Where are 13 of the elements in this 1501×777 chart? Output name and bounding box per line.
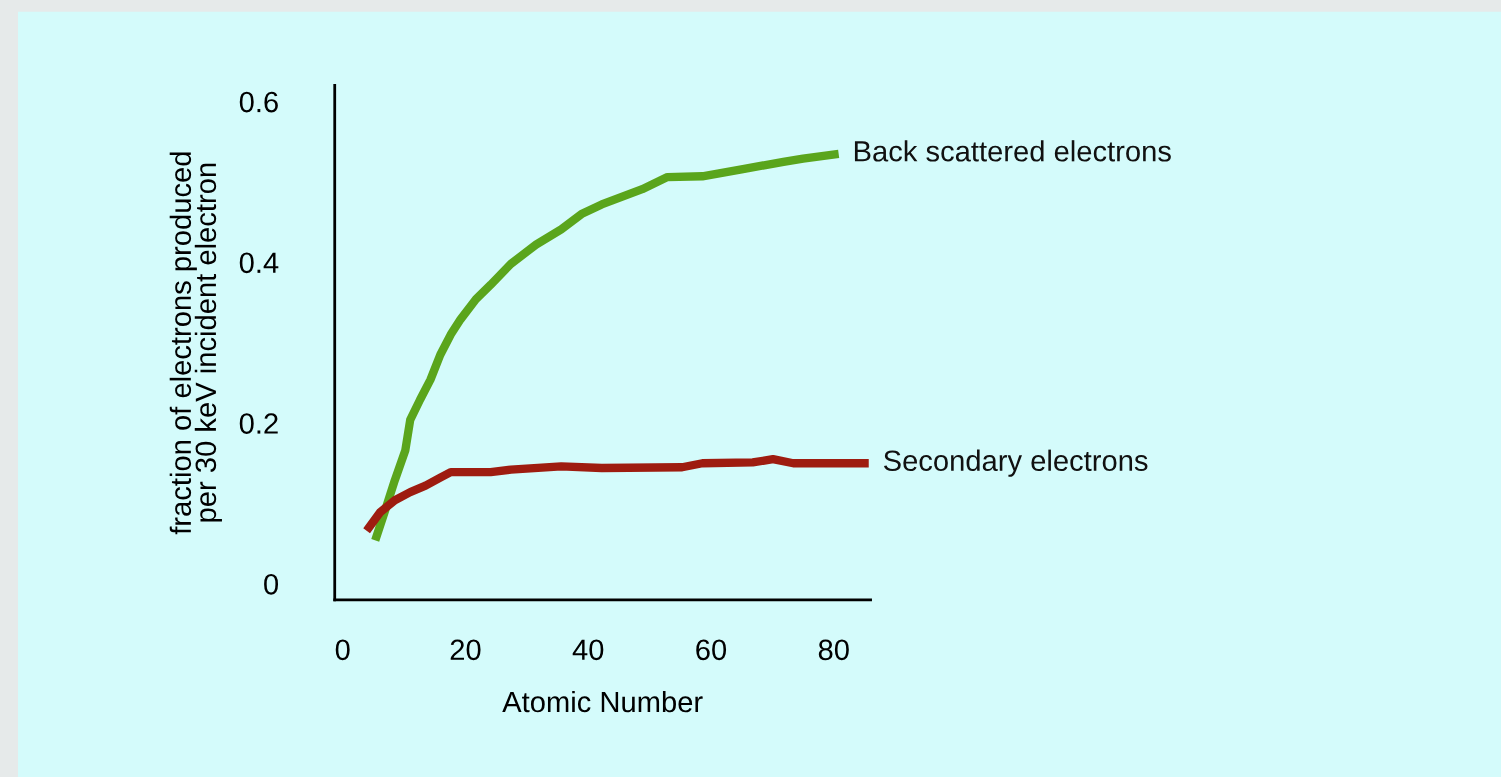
x-tick-label: 40 [572,639,604,661]
y-tick-label: 0.6 [239,91,278,113]
x-tick-label: 80 [818,639,849,661]
x-tick-label: 0 [335,639,350,661]
y-tick-label: 0.2 [239,413,278,434]
series-label: Secondary electrons [883,449,1148,477]
x-tick-label: 60 [696,639,727,661]
x-axis-title: Atomic Number [502,690,703,713]
y-tick-label: 0 [264,573,279,595]
y-axis-title: fraction of electrons produced per 30 keV incident electron [169,152,222,535]
y-tick-label: 0.4 [239,252,279,274]
x-tick-label: 20 [450,639,481,661]
series-label: Back scattered electrons [854,140,1171,162]
